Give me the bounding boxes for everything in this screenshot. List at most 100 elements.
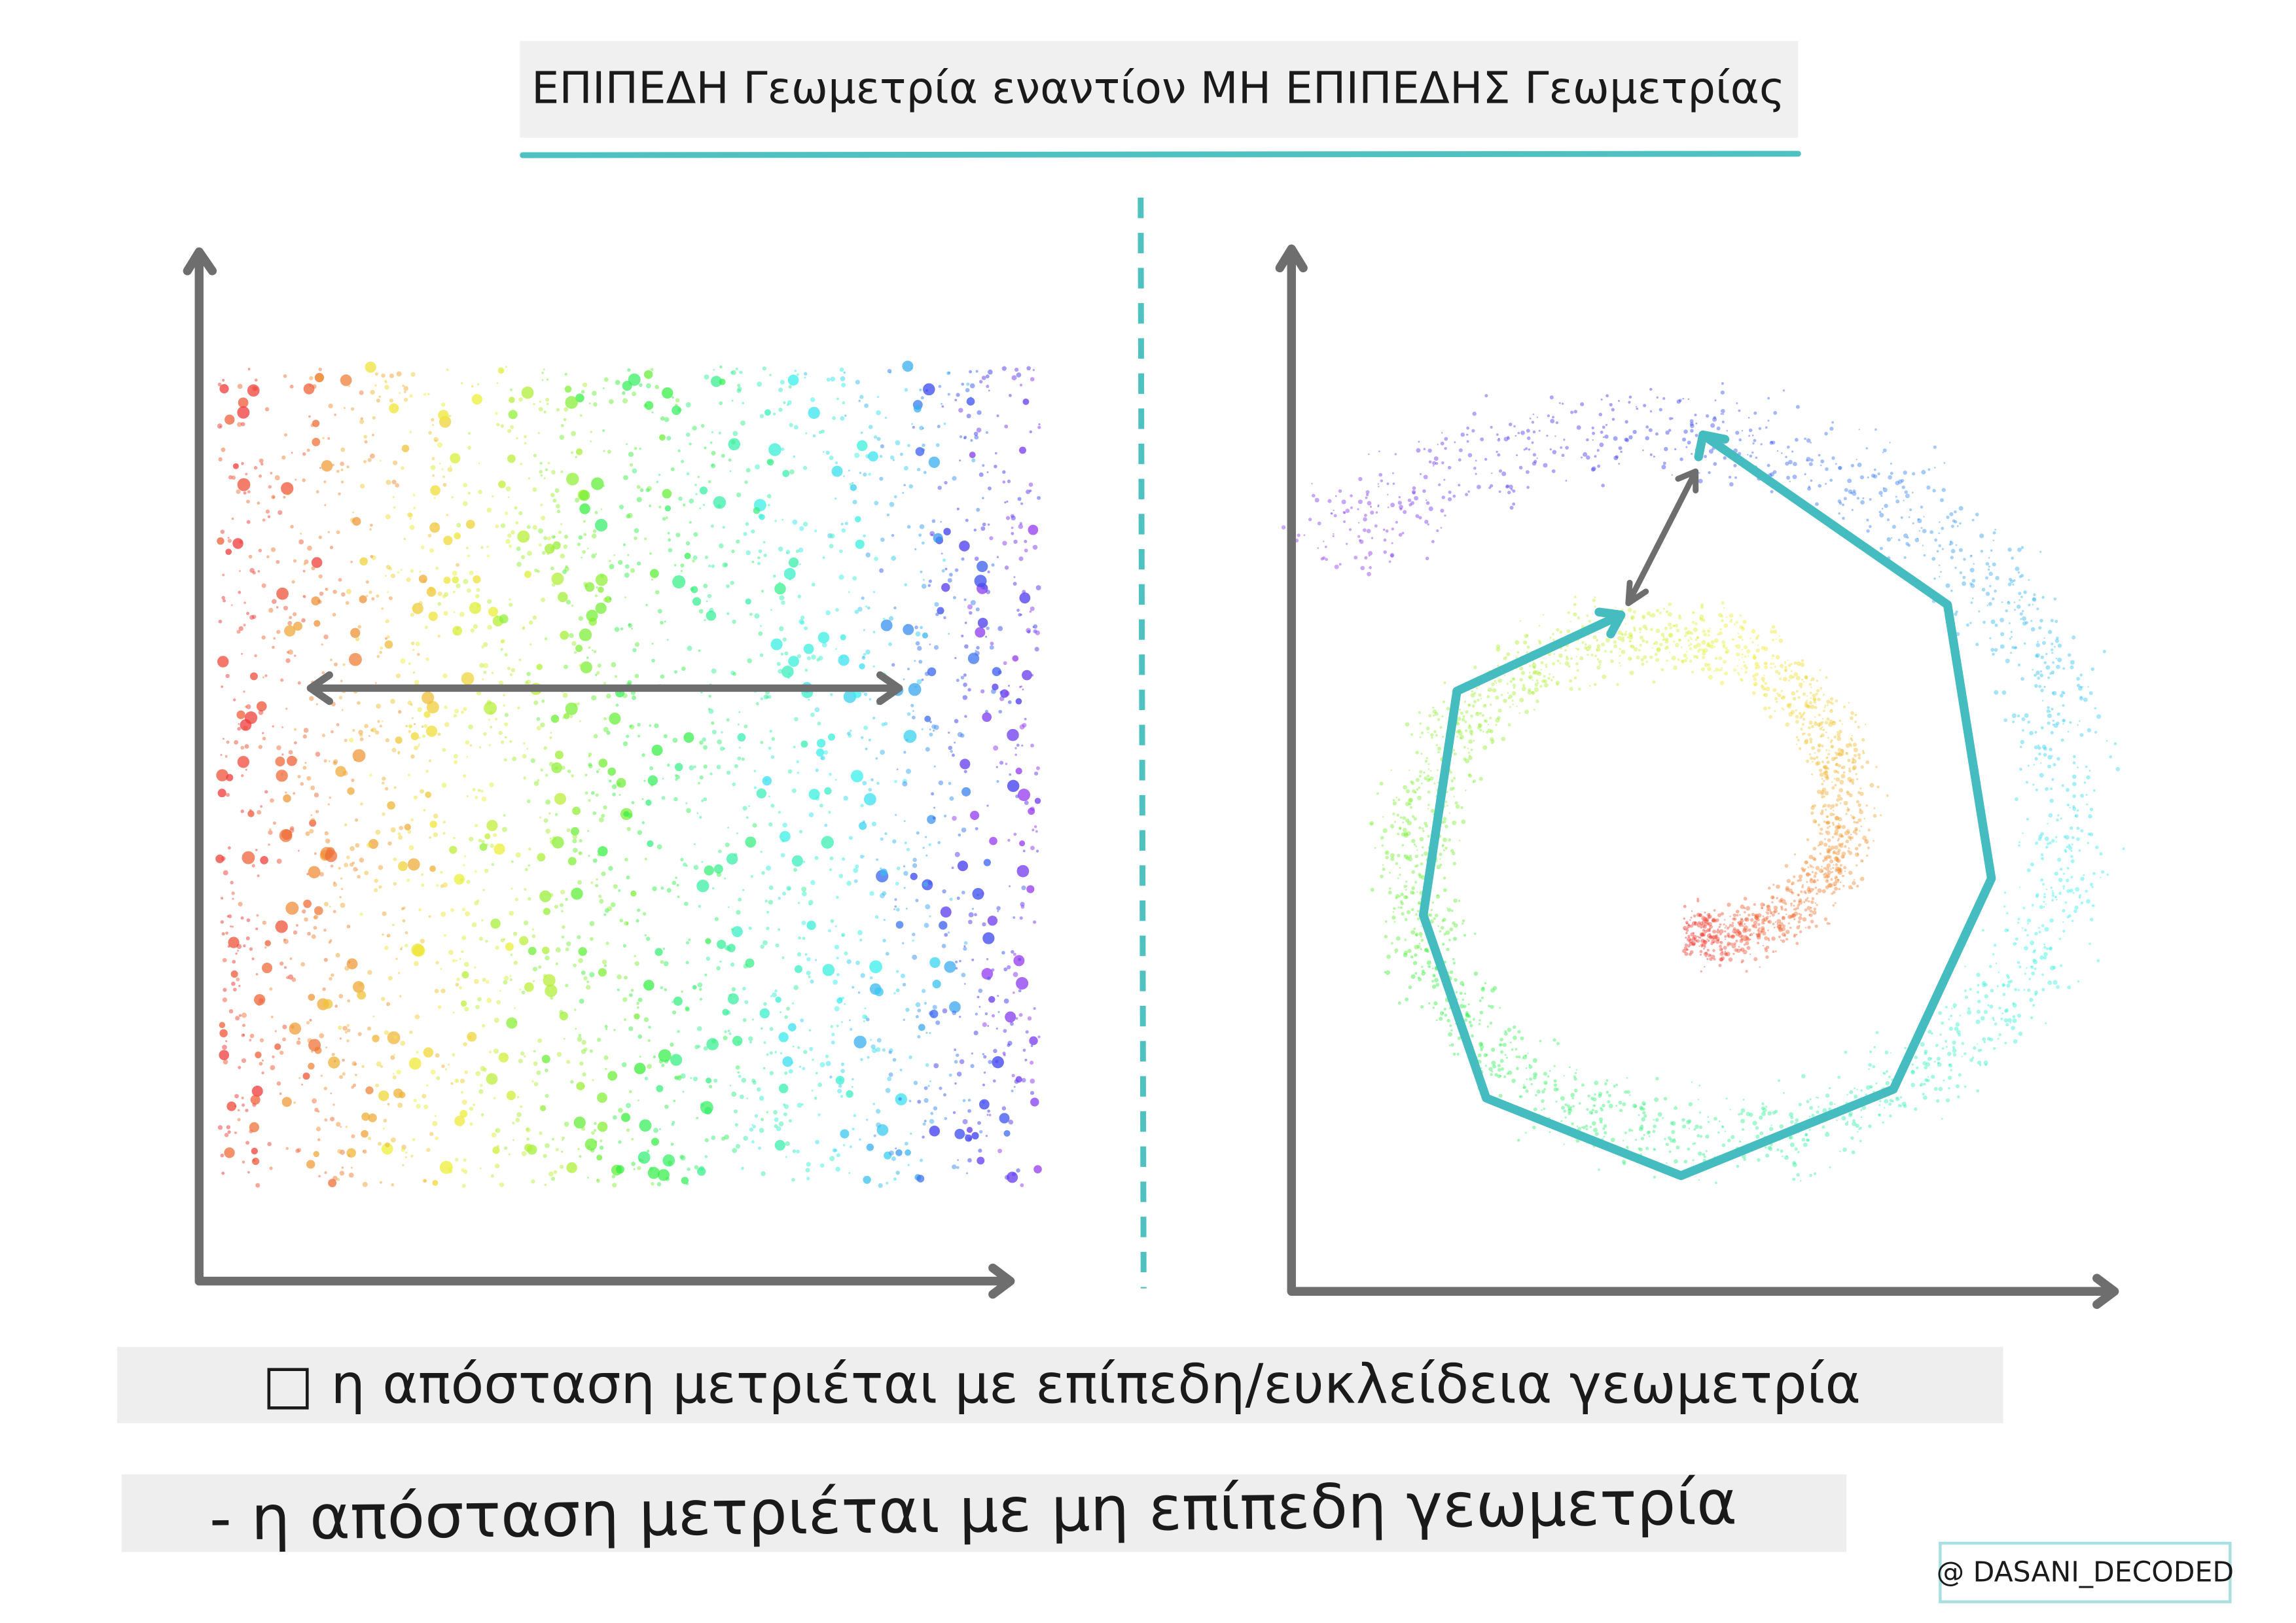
dot <box>2048 813 2053 818</box>
dot <box>770 804 775 808</box>
dot <box>404 397 408 402</box>
dot <box>1703 935 1705 936</box>
dot <box>709 772 713 776</box>
dot <box>1638 627 1642 631</box>
dot <box>514 506 518 510</box>
dot <box>442 832 446 835</box>
dot <box>1883 1072 1886 1075</box>
dot <box>622 380 632 391</box>
dot <box>1897 479 1903 484</box>
dot <box>1011 1089 1014 1092</box>
dot <box>1718 963 1722 967</box>
dot <box>1420 1005 1424 1009</box>
dot <box>563 544 568 549</box>
dot <box>1639 1105 1643 1110</box>
dot <box>822 556 825 560</box>
dot <box>1458 458 1462 462</box>
dot <box>657 609 662 614</box>
dot <box>1605 1090 1609 1094</box>
dot <box>318 1175 321 1178</box>
dot <box>860 431 863 434</box>
dot <box>592 1079 594 1081</box>
dot <box>1029 430 1032 433</box>
dot <box>344 738 348 742</box>
dot <box>484 702 497 715</box>
dot <box>1792 1177 1796 1181</box>
dot <box>1758 427 1762 431</box>
dot <box>1439 1016 1443 1021</box>
dot <box>502 827 507 832</box>
dot <box>503 814 506 817</box>
dot <box>1828 845 1831 848</box>
dot <box>757 382 762 387</box>
dot <box>581 971 586 975</box>
dot <box>1472 1018 1475 1021</box>
dot <box>241 1012 247 1018</box>
dot <box>594 518 608 532</box>
dot <box>413 795 418 800</box>
dot <box>516 1096 520 1099</box>
dot <box>2000 1017 2003 1020</box>
dot <box>330 1092 332 1095</box>
dot <box>1820 811 1824 815</box>
dot <box>767 503 770 507</box>
dot <box>552 1137 554 1141</box>
dot <box>2037 744 2039 747</box>
dot <box>590 431 592 433</box>
dot <box>1015 698 1022 705</box>
dot <box>2072 807 2077 811</box>
dot <box>537 853 546 862</box>
dot <box>1953 1007 1956 1008</box>
dot <box>691 586 698 594</box>
dot <box>1433 730 1437 734</box>
dot <box>1535 1073 1537 1076</box>
dot <box>585 984 591 990</box>
dot <box>374 730 380 735</box>
dot <box>302 452 306 456</box>
dot <box>564 664 568 669</box>
dot <box>1754 914 1759 919</box>
dot <box>780 1011 782 1014</box>
dot <box>492 495 494 498</box>
dot <box>414 961 419 967</box>
dot <box>1793 853 1796 855</box>
dot <box>828 811 831 814</box>
dot <box>1479 1042 1483 1046</box>
dot <box>1418 874 1423 879</box>
dot <box>1774 669 1779 674</box>
dot <box>1358 522 1360 524</box>
dot <box>582 550 586 554</box>
dot <box>895 921 904 929</box>
dot <box>272 495 276 499</box>
dot <box>1743 660 1746 664</box>
dot <box>276 587 289 600</box>
dot <box>988 389 990 392</box>
dot <box>935 1020 941 1026</box>
dot <box>660 959 664 964</box>
dot <box>346 588 351 594</box>
dot <box>1823 779 1825 783</box>
dot <box>1829 807 1833 810</box>
dot <box>696 1026 702 1031</box>
dot <box>1026 885 1035 893</box>
dot <box>1397 501 1402 505</box>
dot <box>545 1094 549 1098</box>
dot <box>683 503 686 507</box>
dot <box>566 828 571 832</box>
dot <box>628 993 633 997</box>
dot <box>1963 558 1966 561</box>
dot <box>1413 927 1416 931</box>
dot <box>238 1065 242 1069</box>
dot <box>624 564 630 569</box>
dot <box>922 1135 925 1139</box>
dot <box>2056 721 2060 725</box>
dot <box>262 963 273 974</box>
dot <box>656 1182 662 1186</box>
dot <box>267 515 271 518</box>
dot <box>1428 460 1432 464</box>
dot <box>1566 655 1568 658</box>
dot <box>1031 829 1035 832</box>
dot <box>1420 925 1423 927</box>
dot <box>1795 743 1798 745</box>
dot <box>575 1027 577 1030</box>
